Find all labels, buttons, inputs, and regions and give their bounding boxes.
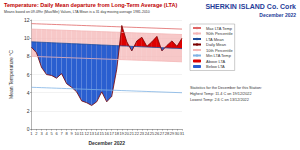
svg-text:5: 5	[50, 131, 53, 136]
svg-text:Lowest Temp: 2.6 C on 13/12/20: Lowest Temp: 2.6 C on 13/12/2022	[190, 98, 249, 102]
svg-text:Above LTA: Above LTA	[206, 59, 226, 64]
svg-text:12: 12	[24, 17, 30, 23]
svg-text:Mean Temperature °C: Mean Temperature °C	[8, 50, 14, 99]
svg-text:8: 8	[65, 131, 68, 136]
svg-text:Temperature: Daily Mean depart: Temperature: Daily Mean departure from L…	[4, 2, 178, 8]
html-text:10 11 12 13 14 15 16 17 18 19: 10 11 12 13 14 15 16 17 18 19 20 21 22 2…	[74, 130, 180, 136]
svg-text:7: 7	[60, 131, 63, 136]
svg-text:90th Percentile: 90th Percentile	[206, 31, 233, 36]
svg-text:Statistics for the December fo: Statistics for the December for this Sta…	[190, 86, 262, 90]
svg-text:SHERKIN ISLAND Co. Cork: SHERKIN ISLAND Co. Cork	[205, 3, 296, 10]
svg-text:2: 2	[27, 108, 30, 114]
svg-text:6: 6	[55, 131, 58, 136]
svg-text:31: 31	[180, 131, 185, 136]
svg-text:December 2022: December 2022	[88, 140, 125, 146]
svg-text:Max LTA Temp: Max LTA Temp	[206, 26, 233, 31]
svg-text:Daily Mean: Daily Mean	[206, 42, 226, 47]
svg-text:December 2022: December 2022	[259, 12, 296, 18]
svg-text:Below LTA: Below LTA	[206, 64, 225, 69]
svg-text:3: 3	[40, 131, 43, 136]
svg-text:4: 4	[45, 131, 48, 136]
svg-text:0: 0	[27, 126, 30, 132]
svg-text:10th Percentile: 10th Percentile	[206, 48, 233, 53]
svg-text:Means based on 09-09hr (Max/Mi: Means based on 09-09hr (Max/Min) Values,…	[4, 10, 150, 14]
svg-text:9: 9	[70, 131, 73, 136]
svg-text:1: 1	[30, 131, 33, 136]
svg-text:LTA Mean: LTA Mean	[206, 37, 224, 42]
svg-text:8: 8	[27, 53, 30, 59]
svg-text:10: 10	[24, 35, 30, 41]
svg-text:Min LTA Temp: Min LTA Temp	[206, 53, 232, 58]
svg-text:4: 4	[27, 90, 30, 96]
svg-text:Highest Temp: 11.4 C on 19/12/: Highest Temp: 11.4 C on 19/12/2022	[190, 92, 252, 96]
svg-text:2: 2	[35, 131, 38, 136]
svg-text:6: 6	[27, 72, 30, 78]
